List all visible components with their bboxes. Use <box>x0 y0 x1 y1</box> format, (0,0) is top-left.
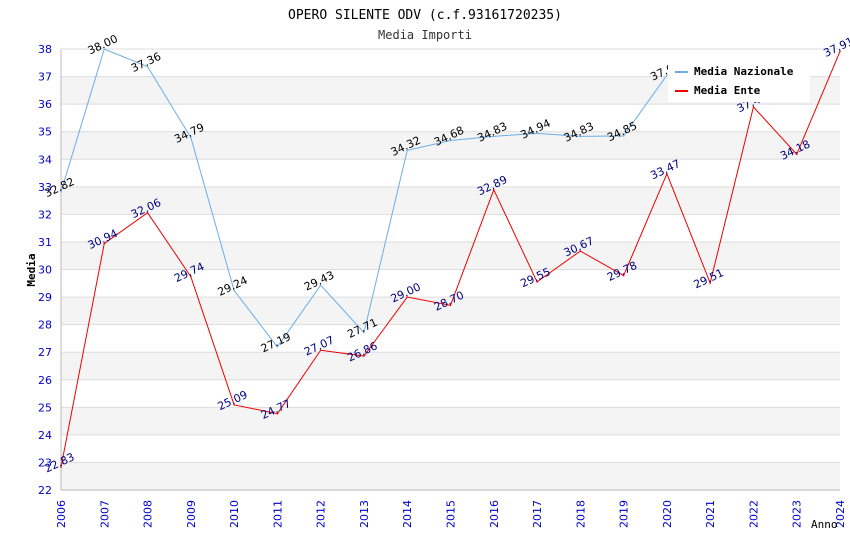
data-point <box>276 346 279 348</box>
y-tick-label: 24 <box>38 429 52 442</box>
data-point <box>319 284 322 287</box>
data-point <box>622 135 625 137</box>
data-point <box>190 136 192 139</box>
data-point <box>406 149 409 152</box>
series-lines <box>60 48 841 468</box>
x-tick-label: 2009 <box>185 500 198 528</box>
data-point <box>190 275 192 278</box>
data-point <box>666 74 668 76</box>
x-tick-label: 2020 <box>661 500 674 528</box>
grid-band <box>61 462 840 490</box>
y-tick-label: 37 <box>38 71 52 84</box>
grid-band <box>61 214 840 242</box>
y-tick-label: 35 <box>38 126 52 139</box>
data-point <box>103 48 106 50</box>
data-point <box>233 289 235 292</box>
data-point <box>363 355 365 357</box>
x-axis-title: Anno <box>811 518 838 531</box>
x-tick-label: 2007 <box>98 500 111 528</box>
chart-title: OPERO SILENTE ODV (c.f.93161720235) <box>288 8 562 23</box>
legend: Media Nazionale Media Ente <box>668 58 810 102</box>
y-tick-label: 38 <box>38 43 52 56</box>
data-point <box>666 173 668 175</box>
data-point <box>60 190 62 193</box>
y-tick-label: 32 <box>38 208 52 221</box>
data-point <box>839 50 841 53</box>
grid-band <box>61 324 840 353</box>
x-tick-label: 2011 <box>271 500 284 528</box>
x-tick-label: 2018 <box>574 500 587 528</box>
legend-box <box>668 58 810 102</box>
data-point <box>276 412 279 415</box>
y-tick-label: 31 <box>38 236 52 249</box>
y-tick-label: 27 <box>38 346 52 359</box>
data-point <box>536 132 538 135</box>
x-tick-label: 2017 <box>531 500 544 528</box>
data-point <box>579 250 582 252</box>
grid-band <box>61 352 840 380</box>
legend-label-ente: Media Ente <box>694 84 761 97</box>
x-tick-label: 2021 <box>704 500 717 528</box>
grid-band <box>61 186 840 215</box>
y-axis: 22 23 24 25 26 27 28 29 30 31 32 33 34 35 36 37 38 <box>38 43 52 497</box>
y-tick-label: 22 <box>38 484 52 497</box>
data-point <box>622 274 625 277</box>
x-tick-label: 2010 <box>228 500 241 528</box>
data-point <box>709 282 711 284</box>
x-tick-label: 2014 <box>401 500 414 528</box>
grid-band <box>61 407 840 435</box>
legend-label-nazionale: Media Nazionale <box>694 65 794 78</box>
data-point <box>146 65 149 68</box>
data-point <box>492 135 495 138</box>
x-tick-label: 2012 <box>315 500 328 528</box>
x-tick-label: 2022 <box>747 500 760 528</box>
data-point <box>60 466 62 468</box>
data-point <box>233 404 235 406</box>
data-point <box>492 189 495 191</box>
x-tick-label: 2024 <box>834 500 847 528</box>
data-point <box>363 331 365 334</box>
y-axis-title: Media <box>25 253 38 286</box>
data-point <box>795 153 798 156</box>
chart-subtitle: Media Importi <box>378 28 472 42</box>
plot-background-bands <box>60 48 840 491</box>
x-tick-label: 2023 <box>791 500 804 528</box>
x-tick-label: 2019 <box>618 500 631 528</box>
data-point <box>406 296 409 298</box>
data-point <box>449 304 452 307</box>
data-point <box>146 211 149 214</box>
x-tick-label: 2008 <box>142 500 155 528</box>
y-tick-label: 30 <box>38 264 52 277</box>
data-point <box>752 106 755 108</box>
y-tick-label: 25 <box>38 401 52 414</box>
x-tick-label: 2006 <box>55 500 68 528</box>
y-tick-label: 23 <box>38 456 52 469</box>
grid-band <box>61 297 840 325</box>
data-point <box>319 349 322 352</box>
y-tick-label: 28 <box>38 319 52 332</box>
x-tick-label: 2013 <box>358 500 371 528</box>
y-tick-label: 33 <box>38 181 52 194</box>
y-tick-label: 36 <box>38 98 52 111</box>
grid-band <box>61 104 840 132</box>
data-point <box>449 139 452 142</box>
x-tick-label: 2016 <box>488 500 501 528</box>
grid-band <box>61 379 840 408</box>
grid-band <box>61 241 840 270</box>
y-tick-label: 29 <box>38 291 52 304</box>
data-point <box>579 135 582 138</box>
x-axis: 2006 2007 2008 2009 2010 2011 2012 2013 2014 2015… <box>55 500 847 528</box>
data-point <box>103 242 106 245</box>
y-tick-label: 34 <box>38 153 52 166</box>
y-tick-label: 26 <box>38 374 52 387</box>
grid-band <box>61 159 840 187</box>
x-tick-label: 2015 <box>445 500 458 528</box>
data-point <box>536 281 538 283</box>
grid-band <box>61 434 840 463</box>
grid-band <box>61 131 840 160</box>
